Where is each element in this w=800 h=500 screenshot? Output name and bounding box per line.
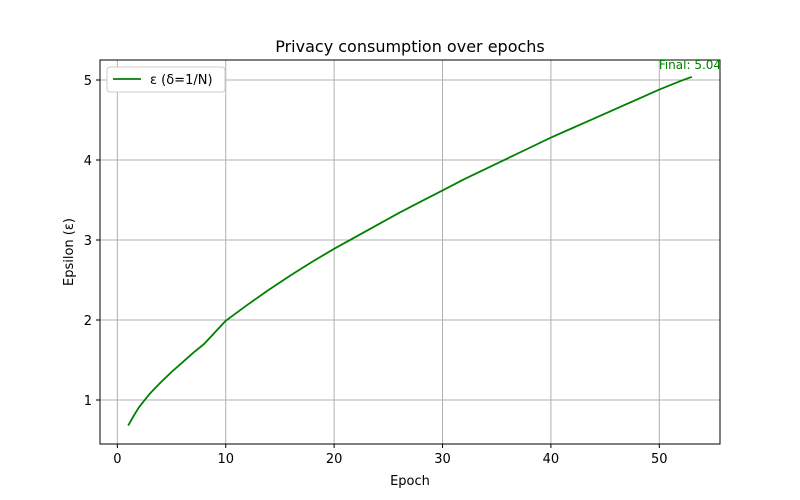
y-tick-label: 1 [84,394,92,409]
x-tick-label: 40 [543,452,560,467]
series-layer [127,75,693,427]
x-tick-label: 30 [434,452,451,467]
x-tick-label: 0 [113,452,121,467]
legend: ε (δ=1/N) [106,66,226,93]
y-tick-label: 4 [84,154,92,169]
y-tick-label: 3 [84,234,92,249]
x-axis-label: Epoch [390,474,430,489]
x-axis-ticks: 0 10 20 30 40 50 [113,444,668,467]
x-tick-label: 50 [651,452,668,467]
legend-entry-label: ε (δ=1/N) [150,73,213,88]
series-line [127,75,693,427]
grid [100,60,720,444]
y-axis-ticks: 1 2 3 4 5 [84,74,100,409]
x-tick-label: 20 [326,452,343,467]
y-axis-label: Epsilon (ε) [62,218,77,286]
plot-frame [99,59,721,445]
x-tick-label: 10 [217,452,234,467]
y-tick-label: 5 [84,74,92,89]
legend-box [106,66,226,93]
annotations-layer: Final: 5.04 [659,58,721,72]
final-value-annotation: Final: 5.04 [659,58,721,72]
chart-title: Privacy consumption over epochs [275,37,545,56]
y-tick-label: 2 [84,314,92,329]
